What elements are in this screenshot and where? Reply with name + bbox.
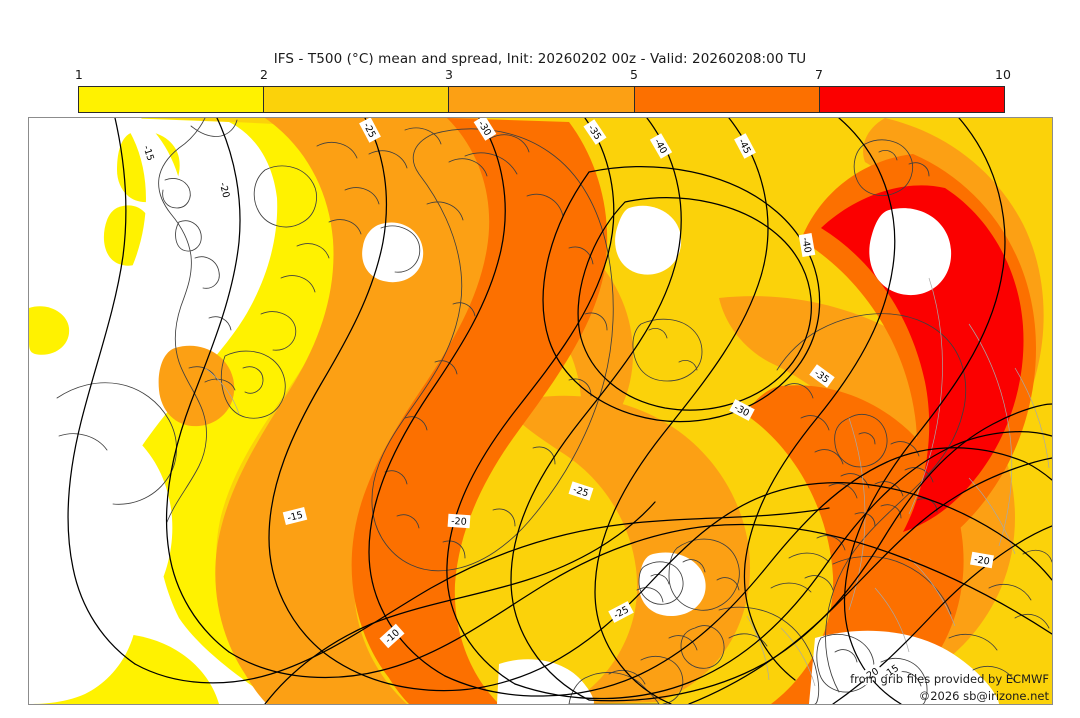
coastline-layer bbox=[56, 118, 1052, 704]
colorbar-segment-1-2 bbox=[79, 87, 264, 112]
contour-label--15-mid: -15 bbox=[282, 507, 308, 525]
contour-se-1 bbox=[688, 457, 1052, 704]
contour--35b bbox=[514, 431, 1052, 700]
colorbar-segment-3-5 bbox=[448, 87, 634, 112]
contour-label--20-upper: -20 bbox=[216, 177, 234, 203]
spread-band-3-5 bbox=[215, 118, 532, 704]
contour-label-text: -25 bbox=[572, 484, 590, 499]
contour-label-text: -15 bbox=[141, 144, 156, 162]
contour--40 bbox=[510, 118, 682, 701]
contour-label--40-scand: -40 bbox=[798, 233, 816, 257]
contour-closed-loop-1 bbox=[542, 166, 821, 423]
colorbar-segment-5-7 bbox=[633, 87, 819, 112]
colorbar-tick-5: 10 bbox=[995, 67, 1011, 82]
contour--30b bbox=[444, 447, 1052, 697]
contour-closed-loop-2 bbox=[577, 197, 812, 411]
map-frame: -15 -20 -25 -30 bbox=[28, 117, 1053, 705]
contour--20 bbox=[165, 118, 241, 653]
contour-label-text: -20 bbox=[973, 554, 990, 568]
contour-ne-2 bbox=[843, 118, 1006, 704]
colorbar-tick-3: 5 bbox=[630, 67, 638, 82]
weather-map-svg: -15 -20 -25 -30 bbox=[29, 118, 1052, 704]
spread-band-7-10 bbox=[821, 185, 1024, 533]
spread-shading-layer bbox=[29, 118, 1052, 704]
spread-band-5-7 bbox=[351, 118, 608, 704]
contour--30 bbox=[368, 118, 506, 677]
contour--15 bbox=[67, 118, 136, 665]
contour--25b bbox=[322, 482, 1052, 692]
colorbar-segment-2-3 bbox=[263, 87, 449, 112]
contour--20b bbox=[228, 523, 1052, 679]
contour--35 bbox=[446, 118, 615, 685]
spread-below-threshold-white bbox=[29, 118, 999, 704]
contour--15b bbox=[134, 507, 830, 684]
credits-copyright: ©2026 sb@irizone.net bbox=[918, 689, 1049, 703]
page-title: IFS - T500 (°C) mean and spread, Init: 2… bbox=[273, 51, 807, 67]
contour-label-text: -20 bbox=[217, 181, 231, 199]
contour-label-text: -15 bbox=[286, 510, 304, 524]
spread-band3-nw-spot bbox=[158, 345, 235, 427]
colorbar-tick-2: 3 bbox=[445, 67, 453, 82]
contour-ne-1 bbox=[743, 118, 896, 681]
contour-label--15-upper: -15 bbox=[139, 140, 159, 166]
contour-label-text: -40 bbox=[799, 237, 813, 254]
colorbar-tick-4: 7 bbox=[815, 67, 823, 82]
colorbar: 1 2 3 5 7 10 bbox=[75, 67, 1011, 113]
colorbar-segment-7-10 bbox=[818, 87, 1005, 112]
colorbar-tick-1: 2 bbox=[260, 67, 268, 82]
spread-patch-yellow-w1 bbox=[29, 306, 70, 355]
country-borders-layer bbox=[204, 277, 1050, 687]
colorbar-tick-labels: 1 2 3 5 7 10 bbox=[74, 66, 1011, 84]
credits-source: from grib files provided by ECMWF bbox=[850, 672, 1049, 686]
contour-label-text: -20 bbox=[451, 516, 467, 528]
contour-label--20-mid: -20 bbox=[447, 513, 471, 529]
contour--25 bbox=[268, 118, 387, 653]
contour-lines-layer bbox=[67, 118, 1052, 704]
colorbar-tick-0: 1 bbox=[74, 67, 83, 82]
contour-label--20-se: -20 bbox=[970, 551, 994, 569]
contour-label--25-mid: -25 bbox=[568, 481, 594, 501]
contour--45 bbox=[594, 118, 769, 704]
contour--40b bbox=[588, 403, 1052, 702]
spread-band3-central-tongue bbox=[505, 395, 751, 704]
colorbar-strip bbox=[78, 86, 1005, 113]
